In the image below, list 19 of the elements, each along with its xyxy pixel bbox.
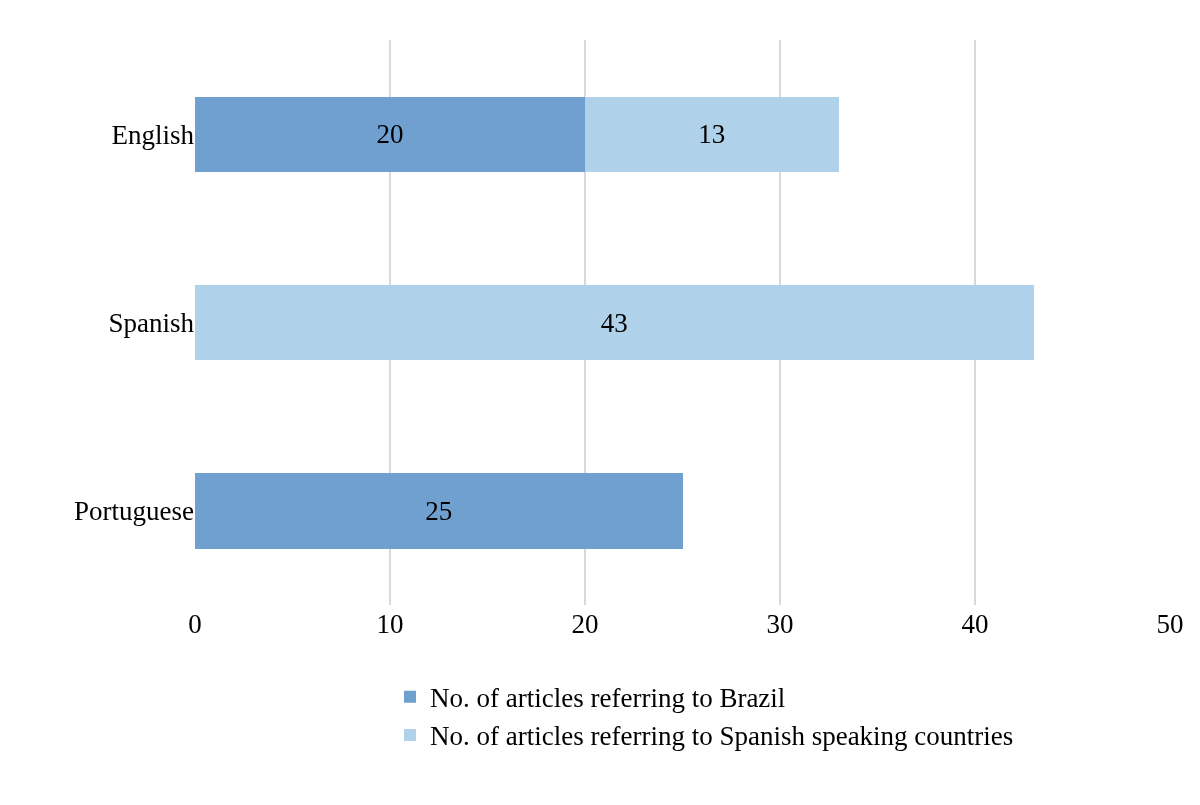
bar [585,96,839,172]
legend-label: No. of articles referring to Brazil [430,683,786,714]
x-tick-label: 0 [188,609,202,639]
x-tick-label: 40 [961,609,989,639]
x-tick-label: 50 [1156,609,1184,639]
bar [195,473,683,549]
x-tick-label: 10 [376,609,404,639]
data-label: 43 [600,307,628,338]
data-label: 25 [425,495,453,526]
y-tick-label: English [111,119,195,150]
x-tick-label: 20 [571,609,599,639]
bar [195,284,1034,361]
data-label: 13 [698,119,726,150]
x-tick-label: 30 [766,609,794,639]
legend-label: No. of articles referring to Spanish speaking countries [430,721,1014,752]
y-tick-label: Spanish [108,307,195,338]
y-tick-label: Portuguese [74,496,195,527]
bar [195,96,585,172]
data-label: 20 [376,119,404,150]
